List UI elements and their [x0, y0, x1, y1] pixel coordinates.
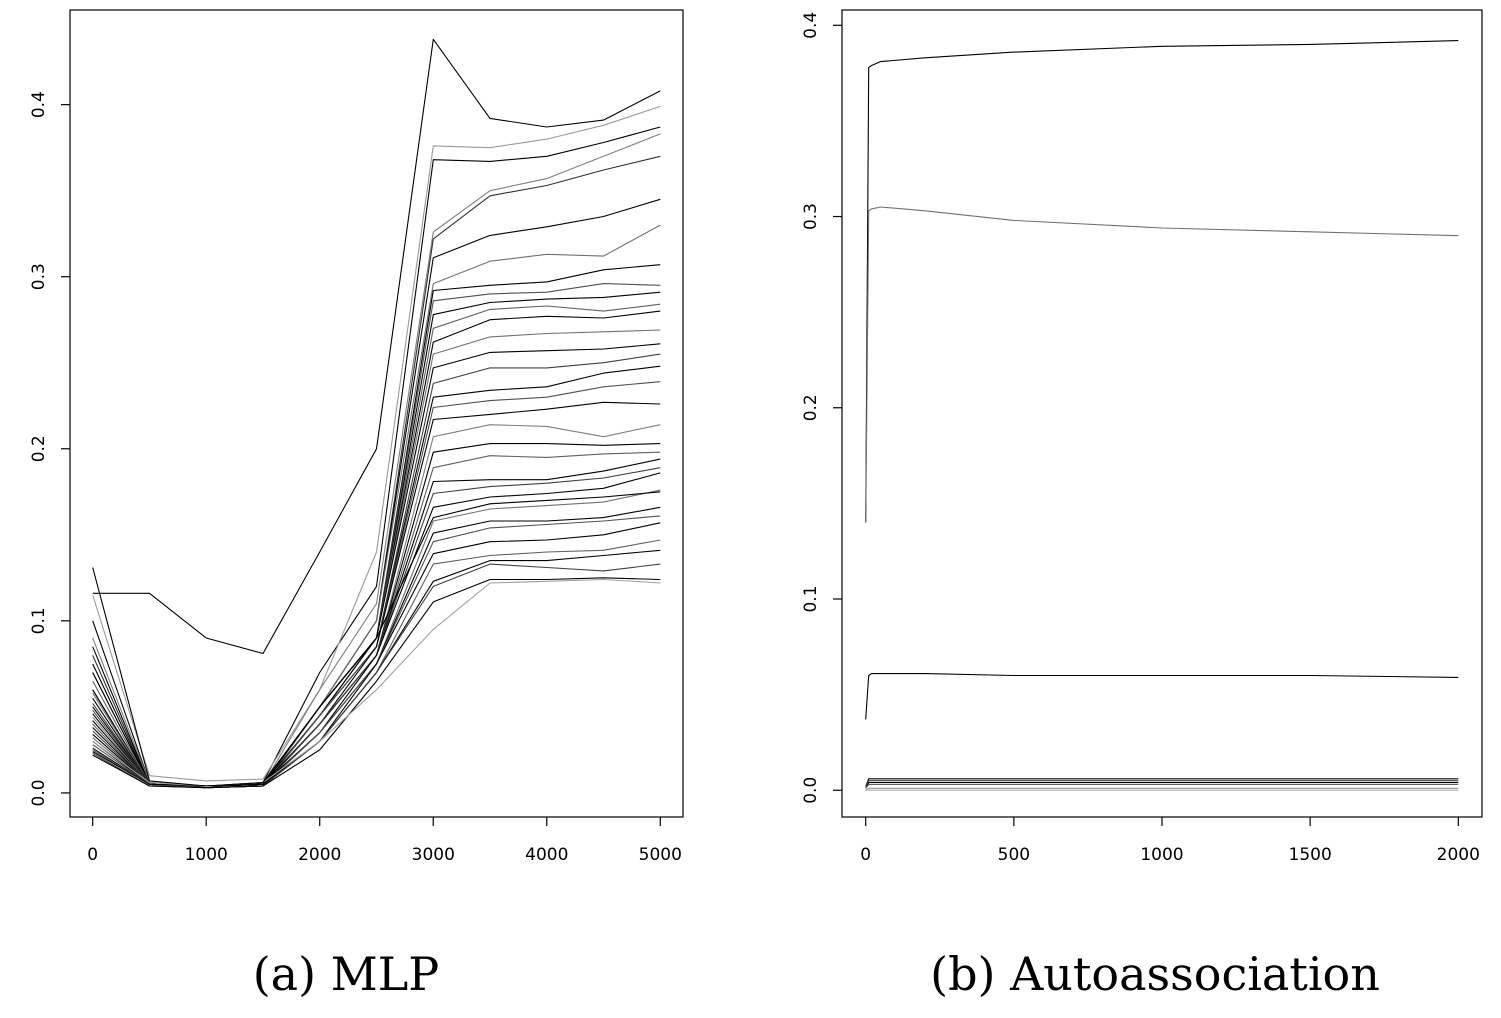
series-line-trace-24 — [92, 472, 661, 787]
series-line-trace-15 — [92, 353, 661, 789]
series-line-trace-14 — [92, 343, 661, 787]
series-line-trace-upper — [865, 206, 1459, 523]
x-tick-label: 1500 — [1289, 845, 1332, 865]
x-tick-label: 500 — [998, 845, 1030, 865]
series-line-trace-low-2 — [865, 780, 1459, 787]
series-line-trace-22 — [92, 458, 661, 787]
x-tick-label: 5000 — [639, 845, 682, 865]
y-tick-label: 0.4 — [29, 91, 49, 118]
panel-autoassociation: 0 500 1000 1500 2000 0.0 0.1 0.2 0.3 0.4 (b) Autoa… — [801, 9, 1483, 1001]
series-line-trace-20 — [92, 443, 661, 787]
y-tick-label: 0.2 — [801, 394, 821, 421]
x-tick-label: 2000 — [1437, 845, 1480, 865]
series-line-trace-5 — [92, 155, 661, 787]
series-line-trace-34 — [92, 491, 661, 787]
plot-frame — [841, 9, 1483, 818]
x-tick-label: 1000 — [185, 845, 228, 865]
series-line-trace-4 — [92, 133, 661, 787]
series-line-trace-33 — [92, 578, 661, 787]
y-tick-label: 0.1 — [29, 607, 49, 634]
x-tick-label: 1000 — [1140, 845, 1183, 865]
series-line-trace-11 — [92, 303, 661, 789]
series-line-trace-top — [865, 40, 1459, 523]
series-line-trace-low-5 — [865, 787, 1459, 791]
panel-caption: (a) MLP — [253, 947, 440, 1001]
series-line-trace-low-3 — [865, 782, 1459, 789]
panel-mlp: 0 1000 2000 3000 4000 5000 0.0 0.1 0.2 0.3 0.4 (a) … — [29, 9, 684, 1001]
series-line-trace-23 — [92, 467, 661, 789]
series-line-trace-13 — [92, 329, 661, 789]
panel-caption: (b) Autoassociation — [930, 947, 1380, 1001]
x-tick-label: 3000 — [412, 845, 455, 865]
series-line-trace-3 — [92, 105, 661, 782]
y-tick-label: 0.0 — [29, 779, 49, 806]
series-line-trace-9 — [92, 283, 661, 789]
series-line-trace-8 — [92, 264, 661, 787]
series-line-trace-low-4 — [865, 783, 1459, 789]
series-line-trace-6 — [92, 198, 661, 787]
series-line-trace-10 — [92, 291, 661, 787]
series-line-trace-mid — [865, 673, 1459, 720]
x-tick-label: 0 — [860, 845, 871, 865]
y-tick-label: 0.1 — [801, 585, 821, 612]
series-line-trace-16 — [92, 365, 661, 787]
y-tick-label: 0.3 — [801, 203, 821, 230]
series-line-trace-31 — [92, 563, 661, 789]
series-line-trace-low-1 — [865, 778, 1459, 787]
y-tick-label: 0.4 — [801, 12, 821, 39]
y-tick-label: 0.0 — [801, 777, 821, 804]
series-line-trace-32 — [92, 577, 661, 789]
series-line-trace-27 — [92, 515, 661, 789]
series-line-trace-2 — [92, 126, 661, 787]
y-tick-label: 0.3 — [29, 263, 49, 290]
series-line-trace-top — [92, 38, 661, 655]
plot-frame — [69, 9, 684, 818]
series-line-trace-18 — [92, 401, 661, 787]
x-tick-label: 0 — [87, 845, 98, 865]
x-tick-label: 4000 — [525, 845, 568, 865]
series-line-trace-7 — [92, 224, 661, 789]
x-tick-label: 2000 — [298, 845, 341, 865]
y-tick-label: 0.2 — [29, 435, 49, 462]
series-line-trace-19 — [92, 424, 661, 789]
